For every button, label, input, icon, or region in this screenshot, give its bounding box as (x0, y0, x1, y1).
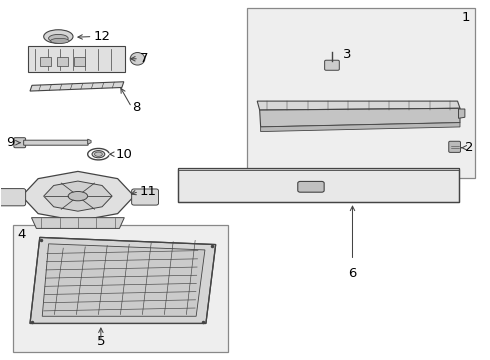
FancyBboxPatch shape (298, 181, 324, 192)
Ellipse shape (95, 152, 102, 156)
Ellipse shape (68, 192, 88, 201)
Text: 12: 12 (94, 30, 111, 43)
FancyBboxPatch shape (74, 57, 85, 66)
Text: 11: 11 (140, 185, 157, 198)
Polygon shape (31, 218, 124, 228)
Ellipse shape (49, 35, 68, 42)
Bar (247, 8, 475, 178)
Ellipse shape (92, 150, 105, 158)
Text: 7: 7 (140, 52, 148, 65)
FancyBboxPatch shape (325, 60, 339, 70)
FancyBboxPatch shape (449, 141, 461, 152)
Polygon shape (261, 123, 460, 132)
Bar (13, 225, 228, 352)
Text: 10: 10 (116, 148, 133, 161)
Polygon shape (88, 139, 91, 144)
Text: 3: 3 (343, 48, 351, 61)
Polygon shape (260, 108, 460, 127)
Polygon shape (42, 244, 205, 316)
Polygon shape (44, 181, 112, 211)
FancyBboxPatch shape (132, 189, 159, 205)
FancyBboxPatch shape (24, 140, 88, 145)
Ellipse shape (44, 30, 73, 43)
Polygon shape (30, 237, 216, 323)
Text: 5: 5 (97, 335, 105, 348)
Bar (177, 168, 459, 202)
Polygon shape (30, 82, 124, 91)
Text: 9: 9 (6, 136, 15, 149)
FancyBboxPatch shape (0, 189, 25, 206)
FancyBboxPatch shape (40, 57, 50, 66)
Text: 4: 4 (18, 228, 26, 242)
Polygon shape (177, 169, 459, 202)
Polygon shape (22, 171, 134, 221)
Text: 2: 2 (465, 141, 473, 154)
FancyBboxPatch shape (57, 57, 68, 66)
Polygon shape (459, 109, 465, 118)
Ellipse shape (130, 53, 145, 65)
FancyBboxPatch shape (14, 138, 25, 148)
Ellipse shape (50, 39, 69, 43)
Text: 8: 8 (133, 101, 141, 114)
Polygon shape (257, 101, 460, 110)
Text: 6: 6 (348, 267, 357, 280)
FancyBboxPatch shape (27, 45, 125, 72)
Text: 1: 1 (461, 12, 470, 24)
Polygon shape (177, 168, 459, 170)
